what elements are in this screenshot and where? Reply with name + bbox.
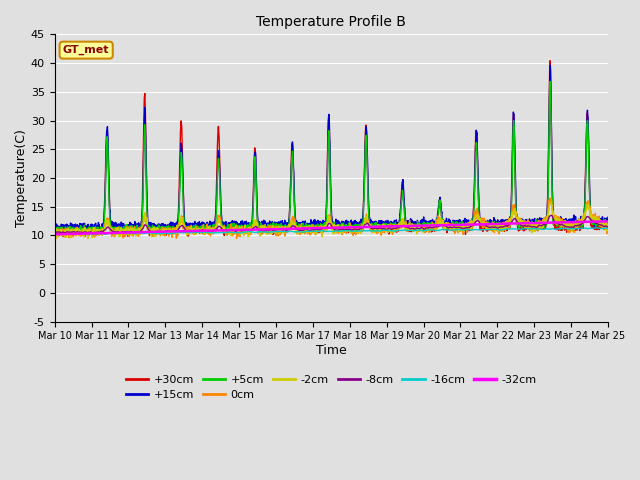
+30cm (546, 58, 554, 63)
Y-axis label: Temperature(C): Temperature(C) (15, 129, 28, 227)
-2cm (571, 224, 579, 229)
0cm (571, 224, 579, 229)
-8cm (492, 224, 500, 230)
+15cm (205, 224, 213, 230)
+30cm (360, 202, 367, 208)
-32cm (348, 225, 355, 230)
0cm (348, 230, 355, 236)
+30cm (59, 234, 67, 240)
-32cm (51, 231, 58, 237)
-2cm (556, 216, 563, 222)
-2cm (348, 229, 355, 235)
-2cm (52, 236, 60, 241)
Line: +5cm: +5cm (54, 82, 608, 235)
-16cm (492, 227, 500, 232)
-16cm (604, 226, 612, 231)
X-axis label: Time: Time (316, 344, 347, 357)
-2cm (604, 222, 612, 228)
Line: +15cm: +15cm (54, 65, 608, 231)
+30cm (205, 227, 213, 232)
Line: +30cm: +30cm (54, 60, 608, 237)
+15cm (99, 228, 106, 234)
Line: -16cm: -16cm (54, 228, 608, 234)
-16cm (556, 226, 563, 232)
+30cm (556, 221, 563, 227)
-2cm (547, 199, 554, 205)
-16cm (360, 228, 367, 234)
-2cm (205, 228, 213, 234)
+5cm (360, 209, 367, 215)
+5cm (348, 224, 355, 230)
+15cm (492, 222, 500, 228)
-16cm (592, 225, 600, 231)
-8cm (348, 227, 355, 233)
+30cm (51, 230, 58, 236)
+30cm (604, 225, 612, 230)
-8cm (205, 228, 212, 234)
-2cm (51, 229, 58, 235)
0cm (547, 195, 554, 201)
+15cm (556, 221, 563, 227)
-16cm (205, 229, 213, 235)
+15cm (360, 204, 367, 210)
-32cm (570, 219, 578, 225)
-8cm (604, 224, 612, 230)
+5cm (604, 222, 612, 228)
+15cm (604, 215, 612, 220)
-32cm (492, 221, 500, 227)
-32cm (604, 218, 612, 224)
0cm (205, 230, 212, 236)
-2cm (360, 224, 367, 229)
+5cm (571, 222, 579, 228)
0cm (604, 218, 612, 224)
+5cm (72, 232, 79, 238)
-16cm (571, 226, 579, 232)
+5cm (492, 225, 500, 230)
0cm (233, 236, 241, 241)
+5cm (547, 79, 554, 84)
-8cm (51, 231, 58, 237)
-8cm (571, 223, 579, 229)
0cm (360, 222, 367, 228)
+30cm (492, 223, 500, 228)
-32cm (205, 228, 212, 234)
+15cm (348, 221, 355, 227)
Legend: +30cm, +15cm, +5cm, 0cm, -2cm, -8cm, -16cm, -32cm: +30cm, +15cm, +5cm, 0cm, -2cm, -8cm, -16… (121, 370, 541, 405)
-2cm (492, 227, 500, 232)
0cm (556, 218, 563, 224)
Line: 0cm: 0cm (54, 198, 608, 239)
+15cm (51, 224, 58, 229)
+5cm (205, 226, 213, 231)
0cm (492, 227, 500, 232)
-8cm (556, 222, 563, 228)
Line: -8cm: -8cm (54, 216, 608, 234)
Title: Temperature Profile B: Temperature Profile B (257, 15, 406, 29)
+15cm (571, 219, 579, 225)
-8cm (359, 225, 367, 230)
+5cm (51, 225, 58, 230)
0cm (51, 232, 58, 238)
-8cm (547, 213, 555, 218)
-32cm (359, 224, 367, 230)
+15cm (547, 62, 554, 68)
+30cm (571, 226, 579, 231)
Line: -32cm: -32cm (54, 221, 608, 234)
+30cm (348, 229, 355, 235)
-16cm (51, 231, 58, 237)
-16cm (60, 231, 68, 237)
+5cm (556, 220, 563, 226)
-32cm (555, 219, 563, 225)
Text: GT_met: GT_met (63, 45, 109, 55)
-16cm (348, 228, 355, 234)
Line: -2cm: -2cm (54, 202, 608, 239)
